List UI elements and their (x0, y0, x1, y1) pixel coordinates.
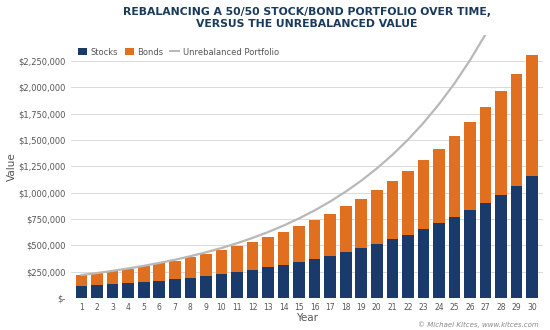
Bar (246, 242, 258, 270)
Bar (76, 286, 87, 298)
Unrebalanced Portfolio (202, 250, 209, 254)
Unrebalanced Portfolio (109, 269, 116, 273)
Bar (262, 267, 274, 298)
Bar (231, 272, 243, 298)
Bar (511, 74, 522, 186)
Unrebalanced Portfolio (358, 179, 365, 182)
Bar (76, 275, 87, 286)
Bar (371, 190, 383, 244)
Bar (387, 181, 398, 240)
Bar (278, 265, 289, 298)
Bar (184, 257, 196, 278)
Bar (355, 248, 367, 298)
Bar (402, 171, 414, 235)
Unrebalanced Portfolio (249, 236, 256, 240)
Unrebalanced Portfolio (234, 241, 240, 245)
Bar (526, 176, 538, 298)
Unrebalanced Portfolio (389, 153, 395, 157)
Bar (200, 276, 212, 298)
Unrebalanced Portfolio (218, 246, 225, 250)
Unrebalanced Portfolio (296, 216, 303, 220)
Unrebalanced Portfolio (311, 208, 318, 212)
Bar (511, 186, 522, 298)
Bar (387, 240, 398, 298)
Title: REBALANCING A 50/50 STOCK/BOND PORTFOLIO OVER TIME,
VERSUS THE UNREBALANCED VALU: REBALANCING A 50/50 STOCK/BOND PORTFOLIO… (123, 7, 491, 28)
Bar (200, 254, 212, 276)
Bar (184, 278, 196, 298)
Unrebalanced Portfolio (343, 190, 349, 194)
Bar (91, 273, 103, 285)
Bar (278, 232, 289, 265)
Bar (262, 237, 274, 267)
Bar (216, 250, 227, 274)
X-axis label: Year: Year (296, 313, 318, 323)
Bar (169, 279, 180, 298)
Unrebalanced Portfolio (265, 230, 271, 234)
Bar (324, 256, 336, 298)
Bar (138, 282, 150, 298)
Bar (122, 283, 134, 298)
Bar (355, 199, 367, 248)
Bar (309, 259, 321, 298)
Bar (417, 160, 429, 229)
Line: Unrebalanced Portfolio: Unrebalanced Portfolio (81, 0, 532, 275)
Bar (464, 122, 476, 210)
Unrebalanced Portfolio (125, 267, 131, 271)
Y-axis label: Value: Value (7, 152, 17, 181)
Bar (480, 203, 491, 298)
Bar (153, 263, 165, 280)
Bar (449, 136, 460, 217)
Unrebalanced Portfolio (467, 58, 474, 62)
Bar (293, 226, 305, 262)
Bar (293, 262, 305, 298)
Bar (216, 274, 227, 298)
Bar (91, 285, 103, 298)
Bar (340, 252, 351, 298)
Bar (122, 269, 134, 283)
Bar (138, 266, 150, 282)
Text: © Michael Kitces, www.kitces.com: © Michael Kitces, www.kitces.com (418, 322, 539, 328)
Bar (496, 91, 507, 195)
Unrebalanced Portfolio (78, 273, 85, 277)
Unrebalanced Portfolio (405, 138, 411, 142)
Bar (526, 55, 538, 176)
Unrebalanced Portfolio (436, 102, 442, 106)
Bar (496, 195, 507, 298)
Unrebalanced Portfolio (420, 121, 427, 125)
Unrebalanced Portfolio (280, 224, 287, 228)
Legend: Stocks, Bonds, Unrebalanced Portfolio: Stocks, Bonds, Unrebalanced Portfolio (75, 44, 282, 60)
Unrebalanced Portfolio (482, 32, 489, 36)
Unrebalanced Portfolio (451, 82, 458, 85)
Unrebalanced Portfolio (94, 271, 101, 275)
Unrebalanced Portfolio (156, 261, 163, 265)
Bar (231, 246, 243, 272)
Unrebalanced Portfolio (327, 200, 333, 204)
Bar (324, 214, 336, 256)
Bar (402, 235, 414, 298)
Unrebalanced Portfolio (140, 264, 147, 268)
Bar (246, 270, 258, 298)
Unrebalanced Portfolio (187, 254, 194, 258)
Unrebalanced Portfolio (498, 3, 504, 7)
Bar (480, 108, 491, 203)
Bar (449, 217, 460, 298)
Bar (107, 284, 118, 298)
Bar (107, 271, 118, 284)
Bar (464, 210, 476, 298)
Bar (340, 207, 351, 252)
Bar (169, 261, 180, 279)
Bar (309, 220, 321, 259)
Bar (371, 244, 383, 298)
Bar (417, 229, 429, 298)
Unrebalanced Portfolio (373, 166, 380, 170)
Bar (433, 223, 445, 298)
Bar (433, 149, 445, 223)
Bar (153, 280, 165, 298)
Unrebalanced Portfolio (172, 258, 178, 262)
